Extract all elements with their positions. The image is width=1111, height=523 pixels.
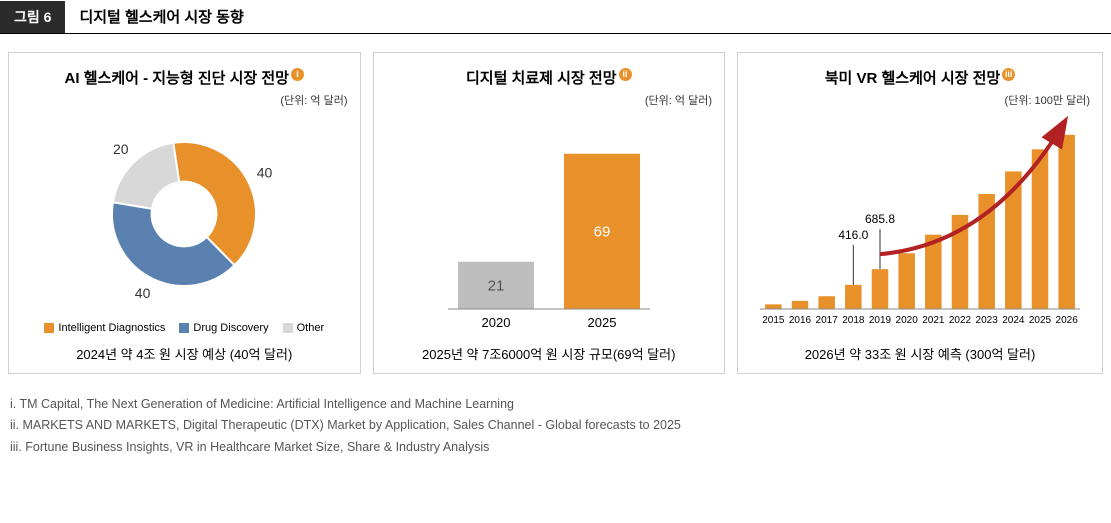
panel2-chart: 21 2020 69 2025 (386, 114, 713, 334)
panel1-legend: Intelligent Diagnostics Drug Discovery Oth… (44, 322, 324, 334)
svg-text:40: 40 (257, 165, 273, 181)
panel2-sup: ii (619, 68, 632, 81)
donut-chart: 40 40 20 (69, 119, 299, 309)
figure-title: 디지털 헬스케어 시장 동향 (65, 0, 257, 33)
panel3-unit: (단위: 100만 달러) (750, 92, 1090, 108)
svg-text:2015: 2015 (762, 315, 785, 326)
bar-chart-2: 21 2020 69 2025 (419, 114, 679, 334)
svg-text:2024: 2024 (1002, 315, 1025, 326)
panel2-unit: (단위: 억 달러) (386, 92, 713, 108)
figure-header: 그림 6 디지털 헬스케어 시장 동향 (0, 0, 1111, 34)
svg-text:21: 21 (487, 277, 504, 294)
footnote-line: i. TM Capital, The Next Generation of Me… (10, 394, 1101, 415)
panel2-title-text: 디지털 치료제 시장 전망 (466, 70, 617, 87)
legend-swatch (283, 323, 293, 333)
panel1-sup: i (291, 68, 304, 81)
panels-row: AI 헬스케어 - 지능형 진단 시장 전망i (단위: 억 달러) 40 40 2… (0, 52, 1111, 374)
svg-text:2018: 2018 (842, 315, 865, 326)
panel1-title-text: AI 헬스케어 - 지능형 진단 시장 전망 (65, 70, 289, 87)
svg-text:2016: 2016 (789, 315, 812, 326)
panel-digital-therapeutics: 디지털 치료제 시장 전망ii (단위: 억 달러) 212020692025 … (373, 52, 726, 374)
panel3-title: 북미 VR 헬스케어 시장 전망iii (825, 67, 1016, 88)
svg-text:416.0: 416.0 (838, 228, 868, 242)
svg-text:40: 40 (135, 285, 151, 301)
svg-text:2019: 2019 (869, 315, 892, 326)
panel1-title: AI 헬스케어 - 지능형 진단 시장 전망i (65, 67, 304, 88)
svg-text:2020: 2020 (481, 315, 510, 330)
panel2-title: 디지털 치료제 시장 전망ii (466, 67, 632, 88)
bar-chart-3: 2015 2016 20172018 2019 20202021 2022 20232024… (750, 114, 1090, 334)
panel1-caption: 2024년 약 4조 원 시장 예상 (40억 달러) (76, 344, 292, 363)
panel3-chart: 2015 2016 20172018 2019 20202021 2022 20232024… (750, 114, 1090, 334)
svg-text:2026: 2026 (1056, 315, 1079, 326)
svg-text:20: 20 (113, 141, 129, 157)
legend-swatch (179, 323, 189, 333)
legend-item: Intelligent Diagnostics (44, 322, 165, 334)
panel3-sup: iii (1002, 68, 1015, 81)
legend-item: Other (283, 322, 325, 334)
footnote-line: ii. MARKETS AND MARKETS, Digital Therape… (10, 415, 1101, 436)
footnotes: i. TM Capital, The Next Generation of Me… (0, 394, 1111, 470)
legend-label: Intelligent Diagnostics (58, 322, 165, 334)
panel3-title-text: 북미 VR 헬스케어 시장 전망 (825, 70, 1001, 87)
figure-badge: 그림 6 (0, 1, 65, 33)
legend-item: Drug Discovery (179, 322, 268, 334)
panel-ai-healthcare: AI 헬스케어 - 지능형 진단 시장 전망i (단위: 억 달러) 40 40 2… (8, 52, 361, 374)
svg-text:2020: 2020 (896, 315, 919, 326)
panel-vr-healthcare: 북미 VR 헬스케어 시장 전망iii (단위: 100만 달러) 201520… (737, 52, 1103, 374)
svg-text:2025: 2025 (587, 315, 616, 330)
svg-text:2021: 2021 (922, 315, 945, 326)
legend-swatch (44, 323, 54, 333)
svg-text:2017: 2017 (816, 315, 839, 326)
panel1-chart: 40 40 20 (21, 114, 348, 314)
legend-label: Drug Discovery (193, 322, 268, 334)
svg-text:2022: 2022 (949, 315, 972, 326)
svg-text:2023: 2023 (976, 315, 999, 326)
panel1-unit: (단위: 억 달러) (21, 92, 348, 108)
svg-text:69: 69 (593, 223, 610, 240)
legend-label: Other (297, 322, 325, 334)
svg-text:2025: 2025 (1029, 315, 1052, 326)
footnote-line: iii. Fortune Business Insights, VR in He… (10, 437, 1101, 458)
panel2-caption: 2025년 약 7조6000억 원 시장 규모(69억 달러) (422, 344, 675, 363)
svg-text:685.8: 685.8 (865, 212, 895, 226)
panel3-caption: 2026년 약 33조 원 시장 예측 (300억 달러) (805, 344, 1036, 363)
